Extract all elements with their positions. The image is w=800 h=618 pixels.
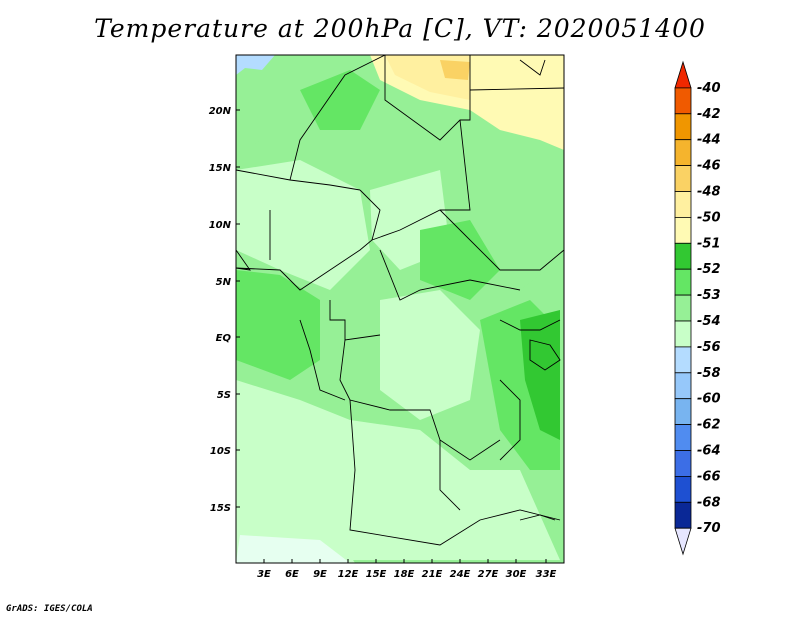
colorbar-label: -50: [697, 210, 721, 225]
country-boundaries: [235, 54, 565, 546]
colorbar-swatch: [674, 216, 692, 244]
colorbar-label: -60: [697, 392, 721, 407]
lat-label: 15N: [209, 163, 232, 174]
field-zone-warmest: [440, 60, 470, 80]
colorbar-label: -44: [697, 133, 721, 148]
colorbar-swatch: [674, 450, 692, 477]
map-frame: [235, 54, 565, 564]
colorbar-swatch: [674, 372, 692, 400]
colorbar-arrow-bottom: [674, 527, 692, 556]
field-zone-dark: [300, 70, 380, 130]
lon-label: 33E: [536, 569, 557, 580]
lat-label: 5N: [216, 277, 232, 288]
colorbar: -40 -42 -44 -46 -48 -50 -51 -52 -53 -54 -56 -58 -60 -…: [674, 60, 721, 556]
colorbar-swatch: [674, 113, 692, 141]
latitude-ticks: [236, 109, 240, 508]
colorbar-swatch: [674, 346, 692, 374]
colorbar-swatch: [674, 294, 692, 322]
colorbar-label: -62: [697, 418, 721, 433]
chart-title: Temperature at 200hPa [C], VT: 202005140…: [94, 14, 706, 43]
colorbar-label: -40: [697, 81, 721, 96]
colorbar-swatch: [674, 242, 692, 270]
lat-label: 10S: [210, 446, 231, 457]
field-zone-cold: [236, 535, 350, 563]
map-panel: [235, 54, 565, 564]
lon-label: 24E: [450, 569, 471, 580]
lon-label: 21E: [422, 569, 443, 580]
lon-label: 18E: [394, 569, 415, 580]
lat-label: EQ: [216, 333, 232, 344]
field-zone-light: [236, 380, 560, 560]
credit-text: GrADS: IGES/COLA: [6, 604, 93, 614]
colorbar-swatch: [674, 320, 692, 348]
colorbar-swatch: [674, 139, 692, 166]
colorbar-label: -48: [697, 185, 721, 200]
lon-label: 15E: [366, 569, 387, 580]
colorbar-swatch: [674, 398, 692, 426]
lat-label: 5S: [217, 390, 231, 401]
colorbar-label: -58: [697, 366, 721, 381]
colorbar-label: -70: [697, 521, 721, 536]
colorbar-label: -54: [697, 314, 721, 329]
colorbar-label: -42: [697, 107, 721, 122]
colorbar-label: -56: [697, 340, 721, 355]
colorbar-swatch: [674, 191, 692, 218]
lat-label: 10N: [209, 220, 232, 231]
latitude-labels: 20N 15N 10N 5N EQ 5S 10S 15S: [209, 106, 232, 514]
colorbar-swatch: [674, 424, 692, 451]
colorbar-swatch: [674, 165, 692, 192]
colorbar-label: -68: [697, 495, 721, 510]
colorbar-label: -66: [697, 469, 721, 484]
colorbar-label: -51: [697, 236, 721, 251]
field-zone-cold: [236, 55, 275, 75]
lon-label: 27E: [478, 569, 499, 580]
field-zone-dark: [236, 270, 320, 380]
colorbar-label: -53: [697, 288, 721, 303]
lon-label: 9E: [313, 569, 327, 580]
colorbar-label: -64: [697, 444, 721, 459]
colorbar-label: -52: [697, 262, 721, 277]
colorbar-swatch: [674, 87, 692, 115]
colorbar-swatch: [674, 268, 692, 296]
lon-label: 3E: [257, 569, 271, 580]
colorbar-swatch: [674, 501, 692, 529]
longitude-labels: 3E 6E 9E 12E 15E 18E 21E 24E 27E 30E 33E: [257, 569, 556, 580]
lon-label: 12E: [338, 569, 359, 580]
longitude-ticks: [263, 559, 547, 563]
lon-label: 30E: [506, 569, 527, 580]
colorbar-label: -46: [697, 159, 721, 174]
field-zone-light: [380, 290, 480, 420]
field-zone-dark: [420, 220, 500, 300]
lat-label: 20N: [209, 106, 232, 117]
colorbar-swatch: [674, 475, 692, 503]
lat-label: 15S: [210, 503, 231, 514]
field-zone-light: [236, 160, 370, 290]
colorbar-arrow-top: [674, 60, 692, 89]
lon-label: 6E: [285, 569, 299, 580]
